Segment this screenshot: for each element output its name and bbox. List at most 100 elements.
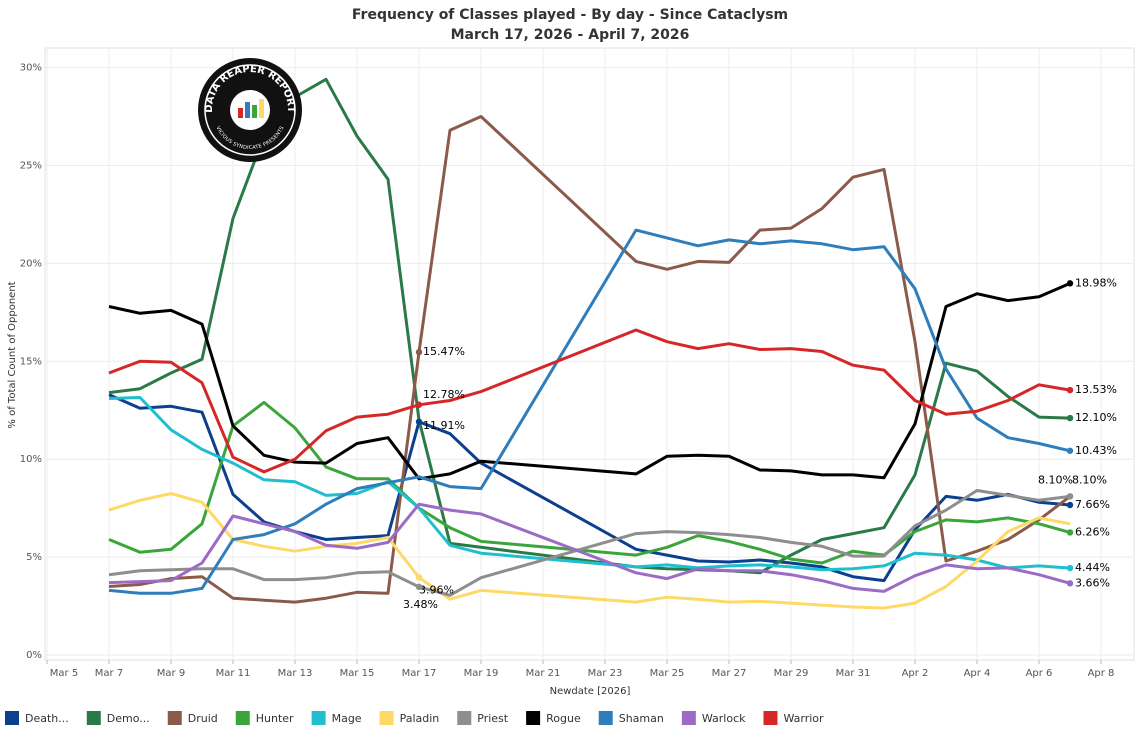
logo-ring (204, 64, 296, 156)
y-tick-label: 15% (20, 356, 42, 367)
x-tick-label: Mar 31 (836, 668, 871, 679)
legend-label: Paladin (400, 712, 440, 725)
data-label: 3.96% (419, 583, 454, 596)
series-line (108, 502, 1071, 593)
legend-swatch (311, 711, 326, 725)
x-axis-title: Newdate [2026] (550, 686, 631, 697)
data-label: 15.47% (423, 345, 465, 358)
data-label: 12.78% (423, 388, 465, 401)
legend-swatch (598, 711, 613, 725)
point (415, 418, 423, 425)
data-label: 10.43% (1075, 444, 1117, 457)
logo-icon (259, 99, 264, 118)
point (1066, 493, 1074, 500)
series-line (108, 396, 1071, 572)
chart-subtitle: March 17, 2026 - April 7, 2026 (451, 27, 690, 43)
logo-icon (245, 102, 250, 118)
y-tick-label: 20% (20, 258, 42, 269)
legend-swatch (235, 711, 250, 725)
x-tick-label: Apr 8 (1088, 668, 1115, 679)
legend-swatch (763, 711, 778, 725)
x-tick-label: Mar 17 (402, 668, 437, 679)
point (1066, 386, 1074, 394)
legend: Death... Demo... Druid Hunter Mage Paladin Pri… (5, 711, 824, 725)
y-tick-label: 30% (20, 63, 42, 74)
legend-swatch (86, 711, 101, 725)
legend-swatch (167, 711, 182, 725)
y-tick-label: 5% (26, 552, 42, 563)
legend-swatch (526, 711, 541, 725)
series-line (108, 328, 1071, 474)
chart-title: Frequency of Classes played - By day - S… (352, 7, 788, 23)
data-label: 8.10% (1038, 473, 1073, 486)
point (415, 574, 423, 581)
point (1066, 501, 1074, 509)
point (415, 583, 423, 591)
point (415, 401, 423, 408)
data-label: 6.26% (1075, 525, 1110, 538)
logo-icon (238, 108, 243, 118)
legend-label: Rogue (546, 712, 581, 725)
legend-swatch (379, 711, 394, 725)
series-line (108, 489, 1071, 597)
x-tick-label: Mar 23 (588, 668, 623, 679)
data-label: 3.48% (403, 598, 438, 611)
logo-icon (252, 105, 257, 118)
series-line (108, 77, 1071, 575)
series-line (108, 400, 1071, 565)
point (1066, 280, 1074, 287)
data-label: 12.10% (1075, 411, 1117, 424)
data-label: 11.91% (423, 419, 465, 432)
y-tick-label: 0% (26, 650, 42, 661)
legend-label: Death... (25, 712, 69, 725)
legend-label: Demo... (107, 712, 150, 725)
x-tick-label: Mar 29 (774, 668, 809, 679)
point (1066, 580, 1074, 587)
y-axis-title: % of Total Count of Opponent (7, 281, 18, 428)
point (1066, 564, 1074, 572)
point (1066, 447, 1074, 454)
legend-swatch (457, 711, 472, 725)
logo: DATA REAPER REPORT VICIOUS SYNDICATE PRE… (198, 58, 302, 162)
legend-swatch (681, 711, 696, 725)
data-label: 3.66% (1075, 576, 1110, 589)
legend-label: Warrior (783, 712, 824, 725)
x-tick-label: Mar 25 (650, 668, 685, 679)
legend-label: Hunter (256, 712, 294, 725)
data-label: 18.98% (1075, 276, 1117, 289)
point (1066, 414, 1074, 422)
legend-label: Druid (188, 712, 218, 725)
x-tick-label: Mar 7 (95, 668, 123, 679)
y-tick-label: 25% (20, 160, 42, 171)
x-tick-label: Mar 9 (157, 668, 185, 679)
legend-label: Mage (332, 712, 362, 725)
series-line (108, 115, 1071, 604)
plot-frame (44, 47, 1135, 661)
series-line (108, 282, 1071, 481)
point (415, 348, 423, 356)
x-tick-label: Mar 5 (50, 668, 78, 679)
series-line (108, 492, 1071, 610)
data-label: 7.66% (1075, 498, 1110, 511)
legend-label: Shaman (619, 712, 664, 725)
x-tick-label: Apr 4 (964, 668, 991, 679)
x-tick-label: Mar 15 (340, 668, 375, 679)
series-line (108, 228, 1071, 595)
legend-label: Warlock (702, 712, 746, 725)
x-tick-label: Mar 19 (464, 668, 499, 679)
data-label: 8.10% (1072, 473, 1107, 486)
y-tick-label: 10% (20, 454, 42, 465)
x-tick-label: Mar 27 (712, 668, 747, 679)
data-label: 4.44% (1075, 561, 1110, 574)
x-tick-label: Apr 6 (1026, 668, 1053, 679)
plot-area: 0% 5% 10% 15% 20% 25% 30% Mar 5 Mar 7 Mar 9 Mar 11… (20, 47, 1135, 679)
point (1066, 529, 1074, 536)
x-tick-label: Mar 13 (278, 668, 313, 679)
data-label: 13.53% (1075, 383, 1117, 396)
legend-swatch (5, 711, 19, 725)
x-tick-label: Apr 2 (902, 668, 929, 679)
legend-label: Priest (477, 712, 509, 725)
x-tick-label: Mar 21 (526, 668, 561, 679)
x-tick-label: Mar 11 (216, 668, 251, 679)
